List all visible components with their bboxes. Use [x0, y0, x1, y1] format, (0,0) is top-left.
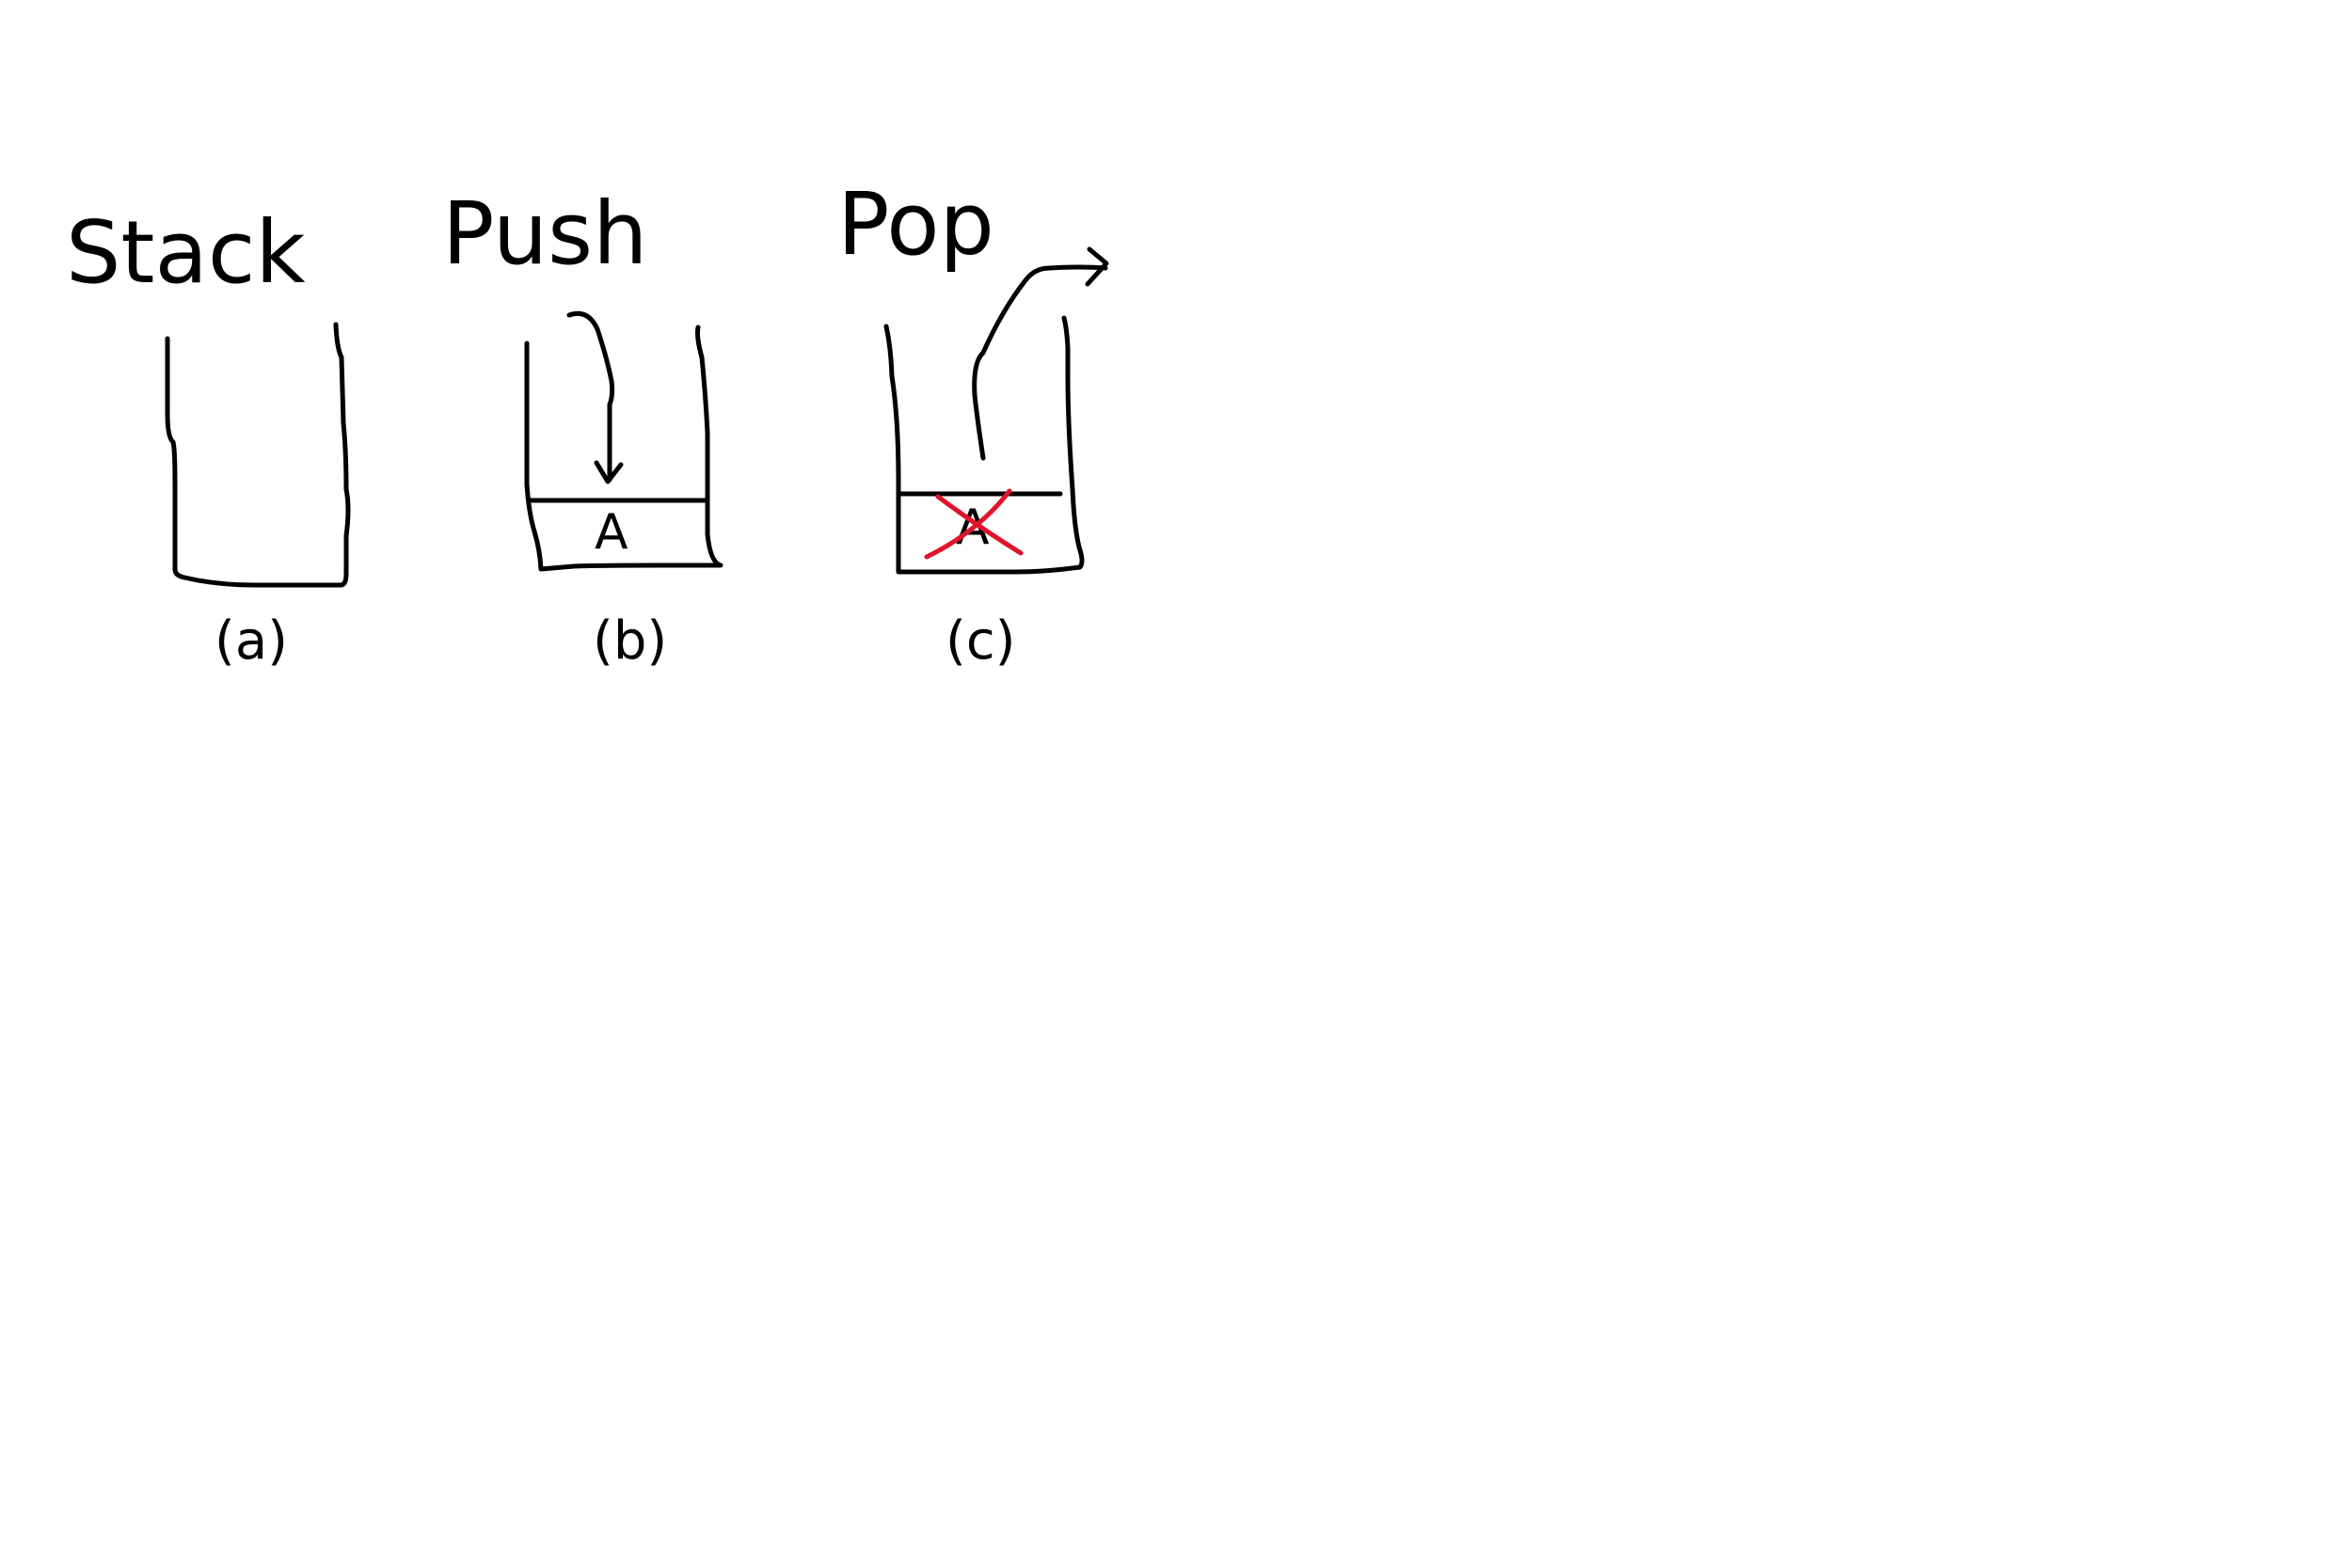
panel-title: Push: [442, 183, 647, 284]
cross-out-icon: [924, 488, 1024, 560]
arrow-down-icon: [566, 310, 624, 484]
panel-stack: Stack (a): [66, 202, 351, 672]
panel-pop: Pop A (c): [837, 174, 1109, 672]
panel-push: Push A (b): [442, 183, 723, 672]
stack-item: A: [595, 504, 628, 561]
arrow-out-icon: [972, 246, 1109, 461]
panel-title: Pop: [837, 174, 994, 275]
stack-container: [165, 322, 351, 588]
panel-caption: (c): [946, 610, 1015, 672]
panel-caption: (b): [593, 610, 667, 672]
panel-title: Stack: [66, 202, 306, 303]
stack-container: [883, 315, 1085, 575]
stack-container: [524, 325, 723, 572]
panel-caption: (a): [215, 610, 288, 672]
